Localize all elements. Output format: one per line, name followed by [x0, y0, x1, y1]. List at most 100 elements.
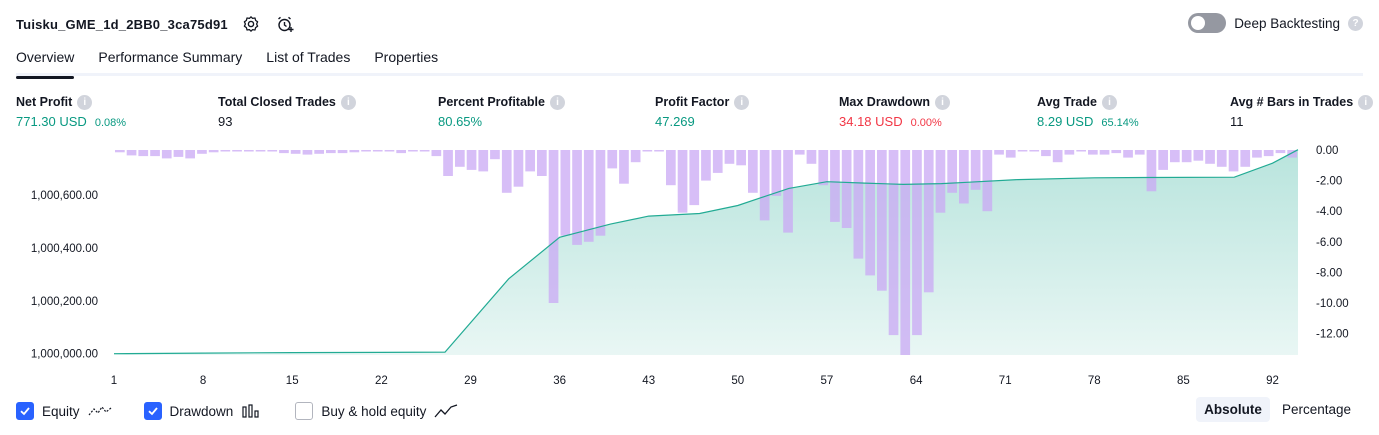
drawdown-bar — [173, 150, 184, 157]
equity-drawdown-chart[interactable]: 1,000,000.00 1,000,200.00 1,000,400.00 1,00… — [0, 140, 1379, 390]
info-icon[interactable]: i — [734, 94, 750, 110]
drawdown-bar — [244, 150, 254, 152]
drawdown-bar — [877, 150, 887, 291]
drawdown-bar — [619, 150, 629, 184]
drawdown-bar — [1252, 150, 1262, 158]
drawdown-bar — [1170, 150, 1180, 163]
drawdown-bar — [1029, 150, 1040, 152]
tab-properties[interactable]: Properties — [374, 49, 439, 65]
tab-performance-summary[interactable]: Performance Summary — [98, 49, 243, 65]
chart-legend: Equity Drawdown Buy & hold equity — [16, 401, 490, 421]
absolute-button[interactable]: Absolute — [1196, 397, 1270, 422]
alarm-add-icon[interactable] — [274, 13, 296, 35]
drawdown-bar — [525, 150, 535, 172]
buy-hold-checkbox[interactable] — [295, 402, 314, 420]
drawdown-bar — [1263, 150, 1274, 157]
drawdown-bar — [1005, 150, 1016, 158]
drawdown-bar — [654, 150, 664, 152]
drawdown-bar — [689, 150, 700, 206]
x-axis-tick: 29 — [464, 375, 477, 387]
drawdown-bar — [970, 150, 981, 190]
right-axis-tick: -10.00 — [1316, 298, 1349, 310]
drawdown-bar — [771, 150, 782, 196]
tab-list-of-trades[interactable]: List of Trades — [266, 49, 351, 65]
info-icon[interactable]: i — [549, 94, 565, 110]
metric-value: 93 — [218, 114, 233, 129]
metric-value: 34.18 USD — [839, 114, 903, 129]
drawdown-bar — [361, 150, 371, 152]
drawdown-bar — [279, 150, 289, 154]
info-icon[interactable]: i — [1358, 94, 1374, 110]
x-axis-tick: 15 — [286, 375, 299, 387]
drawdown-bar — [806, 150, 817, 164]
drawdown-bar — [1228, 150, 1239, 172]
drawdown-bar — [1099, 150, 1110, 155]
drawdown-bar — [841, 150, 852, 228]
drawdown-bar — [267, 150, 278, 152]
percentage-button[interactable]: Percentage — [1281, 402, 1351, 417]
drawdown-bar — [1146, 150, 1157, 192]
deep-backtesting-label: Deep Backtesting — [1234, 15, 1340, 31]
legend-equity[interactable]: Equity — [16, 402, 112, 420]
drawdown-bar — [513, 150, 524, 187]
drawdown-bar — [290, 150, 301, 154]
right-axis-tick: -4.00 — [1316, 206, 1342, 218]
drawdown-bar — [326, 150, 336, 154]
drawdown-bar — [396, 150, 406, 154]
equity-checkbox[interactable] — [16, 402, 34, 420]
tab-overview[interactable]: Overview — [16, 46, 75, 79]
drawdown-bar — [888, 150, 899, 336]
drawdown-bar — [560, 150, 571, 236]
strategy-title: Tuisku_GME_1d_2BB0_3ca75d91 — [16, 16, 228, 32]
info-icon[interactable]: i — [340, 94, 356, 110]
x-axis-tick: 36 — [553, 375, 566, 387]
drawdown-bar — [455, 150, 465, 167]
drawdown-bar — [865, 150, 875, 276]
drawdown-bar — [724, 150, 735, 164]
info-icon[interactable]: i — [1101, 94, 1117, 110]
drawdown-bar — [314, 150, 324, 154]
metric-total-closed-trades: Total Closed Trades i 93 — [218, 94, 356, 129]
deep-backtesting-toggle[interactable] — [1188, 13, 1227, 33]
x-axis-tick: 50 — [731, 375, 744, 387]
drawdown-checkbox[interactable] — [143, 402, 162, 420]
info-icon[interactable]: i — [77, 94, 93, 110]
settings-icon[interactable] — [240, 13, 262, 35]
legend-drawdown[interactable]: Drawdown — [143, 402, 264, 420]
drawdown-bar — [220, 150, 231, 152]
x-axis-tick: 43 — [642, 375, 655, 387]
drawdown-bar — [1275, 150, 1286, 154]
equity-line-icon — [88, 405, 111, 416]
drawdown-bar — [1205, 150, 1215, 164]
metric-label: Avg # Bars in Trades — [1230, 95, 1354, 109]
info-icon[interactable]: i — [935, 94, 950, 110]
metric-percent: 65.14% — [1101, 117, 1139, 129]
right-axis-tick: -12.00 — [1316, 329, 1349, 341]
drawdown-bar — [572, 150, 582, 245]
metric-percent-profitable: Percent Profitable i 80.65% — [438, 94, 565, 129]
drawdown-bar — [701, 150, 711, 181]
equity-area — [114, 149, 1298, 355]
drawdown-bar — [1123, 150, 1133, 158]
legend-buy-hold[interactable]: Buy & hold equity — [295, 402, 458, 420]
x-axis-tick: 22 — [375, 375, 388, 387]
drawdown-bar — [677, 150, 688, 213]
left-axis-tick: 1,000,400.00 — [31, 243, 98, 255]
help-icon[interactable]: ? — [1348, 15, 1363, 31]
report-tabs: Overview Performance Summary List of Tra… — [16, 46, 1363, 79]
x-axis-tick: 64 — [910, 375, 923, 387]
drawdown-bar — [642, 150, 653, 152]
drawdown-bar — [1240, 150, 1251, 167]
metric-value: 771.30 USD — [16, 114, 87, 129]
drawdown-bar — [1017, 150, 1028, 152]
drawdown-bar — [419, 150, 430, 152]
drawdown-bar — [1041, 150, 1051, 157]
deep-backtesting-control: Deep Backtesting ? — [1188, 13, 1363, 33]
metric-avg-bars: Avg # Bars in Trades i 11 — [1230, 94, 1374, 129]
left-axis-tick: 1,000,200.00 — [31, 296, 98, 308]
drawdown-bar — [935, 150, 946, 213]
metric-label: Percent Profitable — [438, 95, 545, 109]
drawdown-bar — [1216, 150, 1227, 167]
strategy-header: Tuisku_GME_1d_2BB0_3ca75d91 — [16, 12, 296, 36]
x-axis-tick: 78 — [1088, 375, 1101, 387]
